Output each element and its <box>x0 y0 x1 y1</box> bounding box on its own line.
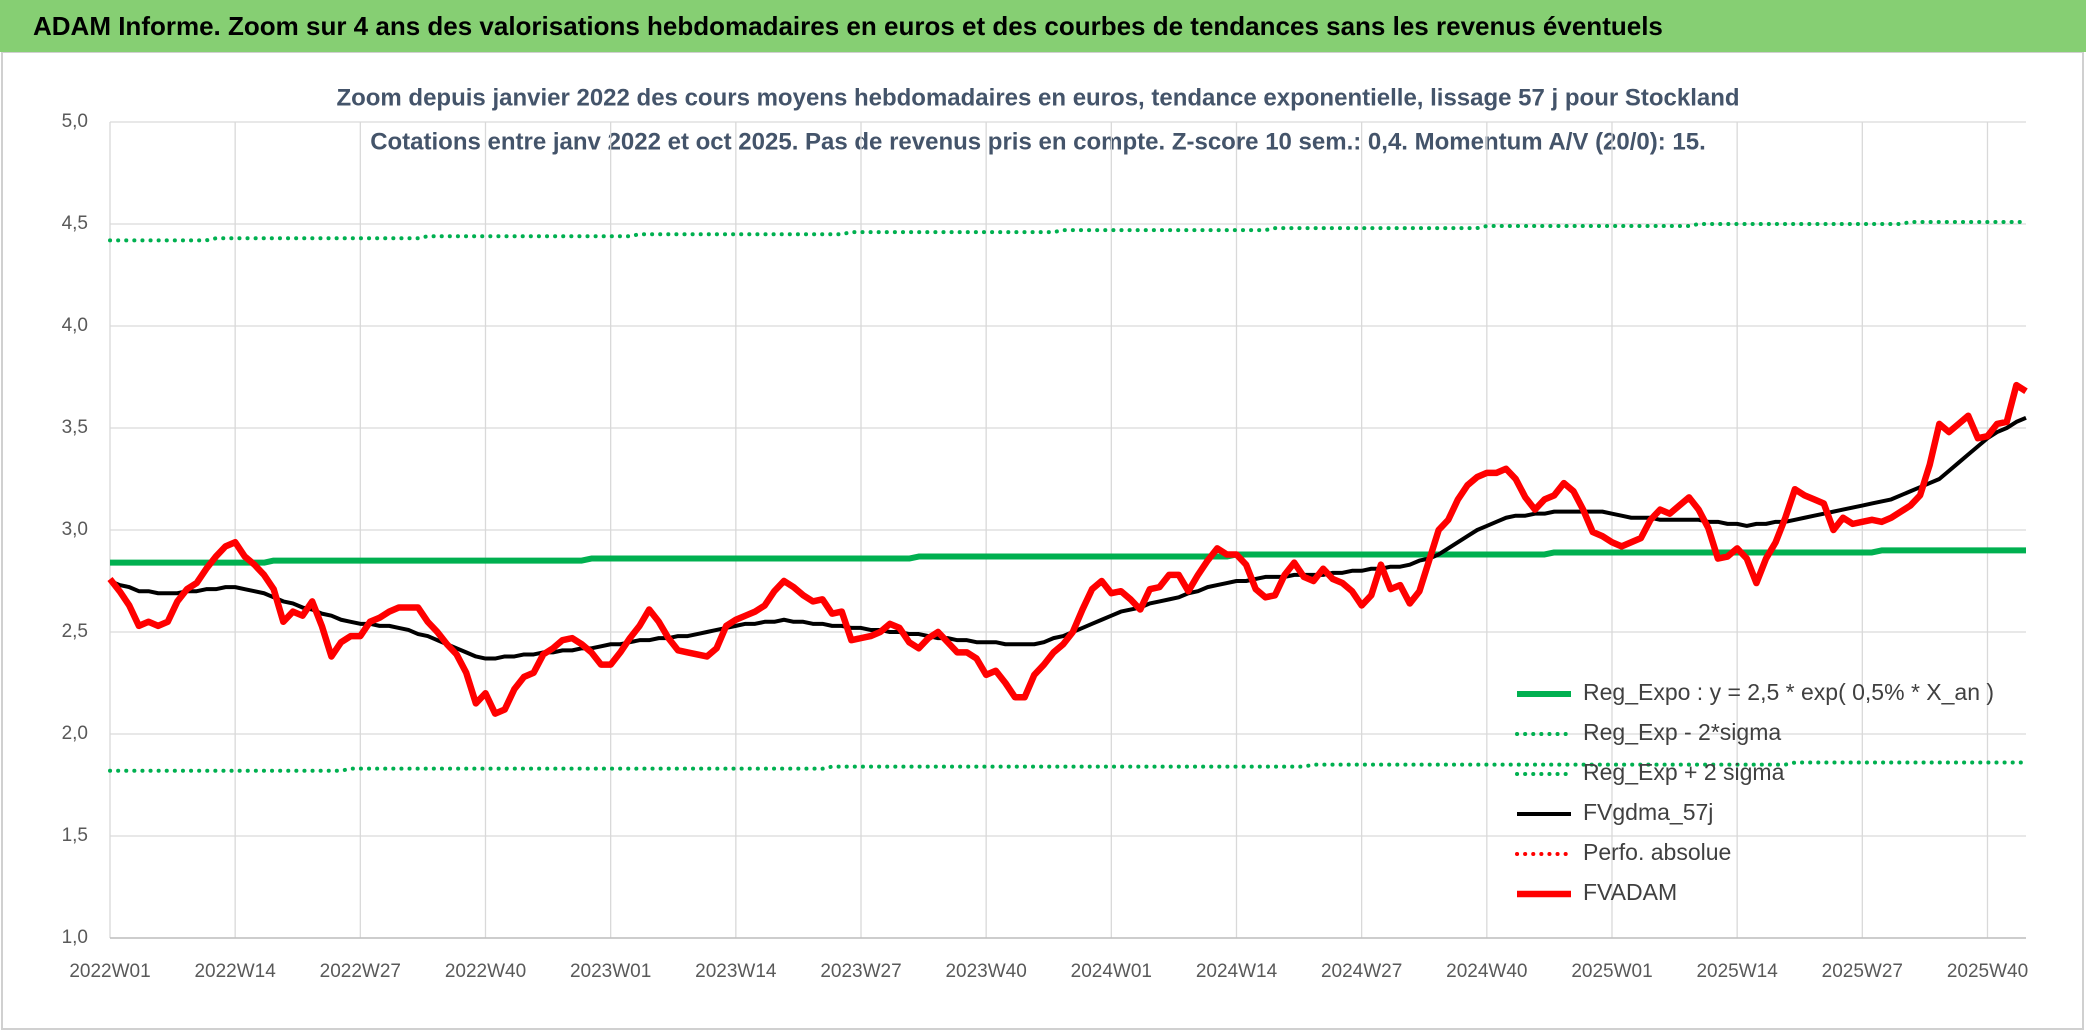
x-tick-label: 2023W14 <box>695 961 777 982</box>
series-line <box>110 547 2026 566</box>
legend-label: Reg_Exp + 2 sigma <box>1583 759 1785 785</box>
y-tick-label: 1,5 <box>62 825 88 846</box>
series-line <box>108 760 2028 773</box>
x-tick-label: 2024W14 <box>1196 961 1278 982</box>
x-tick-label: 2023W40 <box>945 961 1026 982</box>
x-tick-label: 2022W01 <box>69 961 150 982</box>
x-tick-label: 2022W14 <box>194 961 276 982</box>
y-tick-label: 4,5 <box>62 213 88 234</box>
y-tick-label: 4,0 <box>62 315 88 336</box>
legend-label: Reg_Exp - 2*sigma <box>1583 719 1781 745</box>
legend-label: FVADAM <box>1583 879 1677 905</box>
banner <box>0 0 2086 52</box>
x-tick-label: 2025W01 <box>1571 961 1652 982</box>
legend-label: Reg_Expo : y = 2,5 * exp( 0,5% * X_an ) <box>1583 679 1994 705</box>
y-tick-label: 5,0 <box>62 111 88 132</box>
y-tick-label: 1,0 <box>62 927 88 948</box>
y-tick-label: 3,0 <box>62 519 88 540</box>
legend-label: FVgdma_57j <box>1583 799 1713 825</box>
x-tick-label: 2022W40 <box>445 961 526 982</box>
x-tick-label: 2024W01 <box>1071 961 1152 982</box>
legend-label: Perfo. absolue <box>1583 839 1731 865</box>
x-tick-label: 2022W27 <box>320 961 401 982</box>
x-tick-label: 2024W27 <box>1321 961 1402 982</box>
x-tick-label: 2023W01 <box>570 961 651 982</box>
chart-subtitle: Cotations entre janv 2022 et oct 2025. P… <box>370 128 1706 155</box>
x-tick-label: 2025W14 <box>1696 961 1778 982</box>
banner-title: ADAM Informe. Zoom sur 4 ans des valoris… <box>33 11 1663 41</box>
series-line <box>107 381 2028 717</box>
y-tick-label: 2,5 <box>62 621 88 642</box>
x-tick-label: 2023W27 <box>820 961 901 982</box>
chart-title: Zoom depuis janvier 2022 des cours moyen… <box>336 84 1739 111</box>
x-tick-label: 2025W40 <box>1947 961 2028 982</box>
x-tick-label: 2025W27 <box>1822 961 1903 982</box>
y-tick-label: 3,5 <box>62 417 88 438</box>
x-tick-label: 2024W40 <box>1446 961 1527 982</box>
y-tick-label: 2,0 <box>62 723 88 744</box>
